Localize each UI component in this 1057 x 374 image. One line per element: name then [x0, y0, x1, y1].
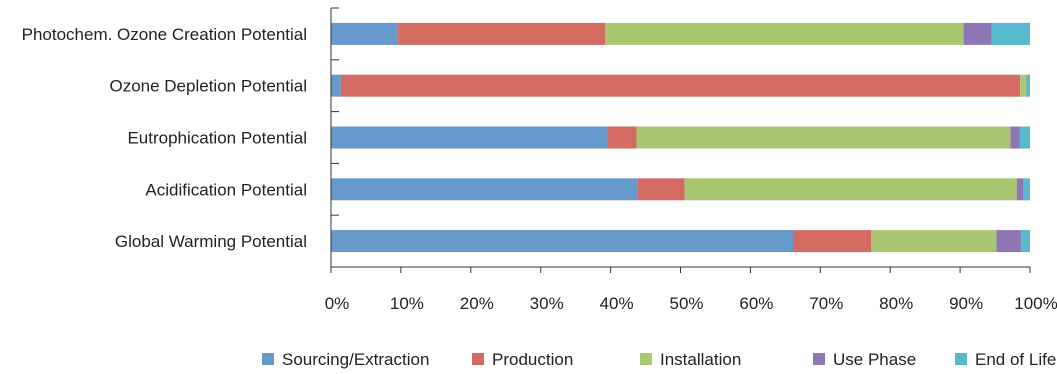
category-label-4: Global Warming Potential [115, 232, 307, 251]
legend-label-0: Sourcing/Extraction [282, 350, 429, 369]
bar-segment-2-0 [331, 126, 608, 149]
legend-swatch-0 [262, 353, 274, 365]
x-tick-label-3: 30% [530, 294, 564, 313]
bar-segment-4-2 [871, 230, 997, 253]
bars-group [331, 22, 1030, 253]
bar-segment-0-0 [331, 22, 399, 45]
x-tick-label-4: 40% [600, 294, 634, 313]
legend-swatch-4 [955, 353, 967, 365]
category-labels: Photochem. Ozone Creation Potential Ozone… [22, 25, 307, 251]
bar-segment-3-3 [1016, 178, 1024, 201]
bar-segment-4-1 [793, 230, 872, 253]
bar-segment-3-4 [1023, 178, 1030, 201]
category-label-3: Acidification Potential [145, 180, 307, 199]
bar-segment-2-2 [636, 126, 1011, 149]
bar-segment-3-2 [684, 178, 1017, 201]
bar-segment-4-0 [331, 230, 794, 253]
bar-segment-2-1 [607, 126, 637, 149]
axes-group [330, 7, 1031, 273]
legend-label-3: Use Phase [833, 350, 916, 369]
legend: Sourcing/Extraction Production Installatio… [262, 350, 1056, 369]
bar-segment-2-3 [1010, 126, 1020, 149]
bar-segment-1-4 [1026, 74, 1030, 97]
x-tick-labels: 0% 10% 20% 30% 40% 50% 60% 70% 80% 90% 100% [325, 294, 1057, 313]
category-label-0: Photochem. Ozone Creation Potential [22, 25, 307, 44]
bar-segment-1-2 [1020, 74, 1027, 97]
x-tick-label-10: 100% [1014, 294, 1057, 313]
bar-segment-1-1 [340, 74, 1021, 97]
category-label-1: Ozone Depletion Potential [109, 77, 307, 96]
bar-segment-0-1 [398, 22, 606, 45]
bar-segment-0-2 [605, 22, 964, 45]
legend-swatch-3 [813, 353, 825, 365]
x-tick-label-8: 80% [879, 294, 913, 313]
bar-segment-2-4 [1019, 126, 1030, 149]
bar-segment-0-4 [991, 22, 1030, 45]
bar-segment-4-4 [1020, 230, 1030, 253]
x-tick-label-6: 60% [739, 294, 773, 313]
legend-label-1: Production [492, 350, 573, 369]
x-tick-label-1: 10% [390, 294, 424, 313]
bar-segment-3-1 [637, 178, 685, 201]
x-tick-label-7: 70% [809, 294, 843, 313]
bar-segment-3-0 [331, 178, 638, 201]
legend-label-4: End of Life [975, 350, 1056, 369]
bar-segment-1-0 [331, 74, 341, 97]
x-tick-label-2: 20% [460, 294, 494, 313]
legend-swatch-2 [640, 353, 652, 365]
legend-swatch-1 [472, 353, 484, 365]
legend-label-2: Installation [660, 350, 741, 369]
category-label-2: Eutrophication Potential [127, 129, 307, 148]
bar-segment-4-3 [996, 230, 1021, 253]
bar-segment-0-3 [963, 22, 992, 45]
x-tick-label-0: 0% [325, 294, 350, 313]
x-tick-label-9: 90% [949, 294, 983, 313]
x-tick-label-5: 50% [669, 294, 703, 313]
